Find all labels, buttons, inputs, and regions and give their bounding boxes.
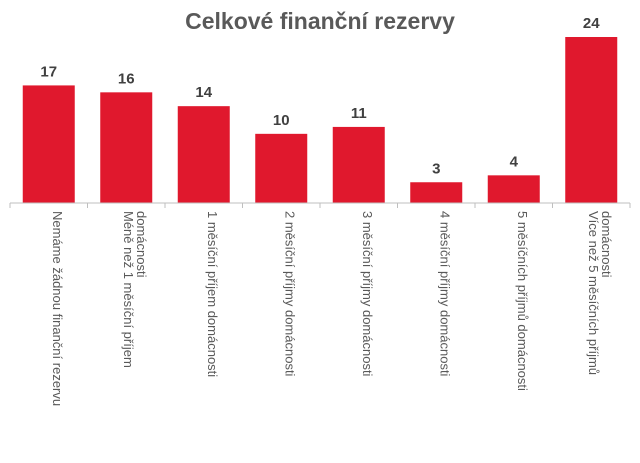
chart-title: Celkové finanční rezervy [185,8,455,34]
data-label: 4 [510,153,519,170]
data-label: 3 [432,160,440,177]
bar [487,175,540,203]
data-label: 10 [273,112,290,129]
category-label: 3 měsíční příjmy domácnosti [360,211,375,377]
bar [410,182,463,203]
bar [177,106,230,203]
bars-layer [22,37,618,203]
category-label: 1 měsíční příjem domácnosti [205,211,220,377]
ticks-layer [9,203,631,208]
bar [565,37,618,203]
category-label: Více než 5 měsíčních příjmůdomácnosti [586,211,614,375]
category-label: 5 měsíčních příjmů domácnosti [515,211,530,391]
category-label: Nemáme žádnou finanční rezervu [50,211,65,406]
data-label: 16 [118,70,135,87]
bar [255,133,308,203]
data-label: 11 [351,105,367,122]
labels-layer: 17 Nemáme žádnou finanční rezervu 16 Méně n… [40,15,613,406]
bar [100,92,153,203]
category-label: 4 měsíční příjmy domácnosti [437,211,452,377]
data-label: 14 [195,84,212,101]
bar [22,85,75,203]
data-label: 24 [583,15,600,32]
category-label: Méně než 1 měsíční příjemdomácnosti [121,211,149,368]
category-label: 2 měsíční příjmy domácnosti [282,211,297,377]
data-label: 17 [40,63,57,80]
bar [332,126,385,203]
